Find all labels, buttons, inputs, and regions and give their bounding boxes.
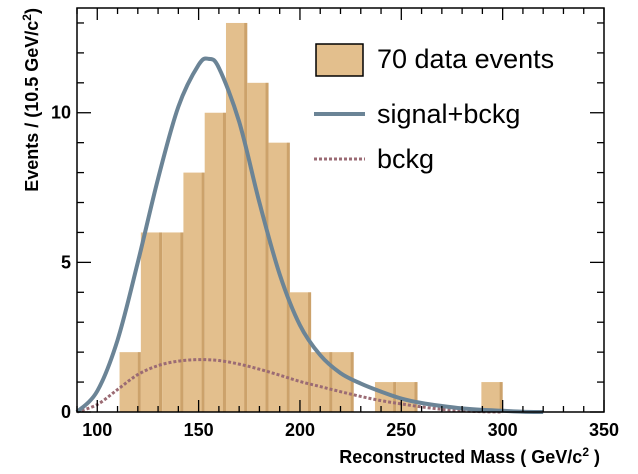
legend-label-signal: signal+bckg: [377, 99, 520, 129]
histogram-bar: [141, 232, 162, 412]
histogram-bar: [311, 352, 332, 412]
x-tick-label: 100: [82, 420, 112, 440]
histogram-bar-edge: [244, 23, 247, 412]
x-tick-label: 300: [488, 420, 518, 440]
histogram-bar: [205, 113, 226, 412]
histogram-bar-edge: [202, 173, 205, 412]
legend-label-bckg: bckg: [377, 144, 434, 174]
histogram-bar-edge: [223, 113, 226, 412]
histogram-bar: [183, 173, 204, 412]
y-axis-title: Events / (10.5 GeV/c2): [20, 8, 42, 192]
x-tick-label: 250: [386, 420, 416, 440]
histogram-bar: [481, 382, 502, 412]
histogram-bar: [247, 83, 268, 412]
histogram-bar: [226, 23, 247, 412]
x-tick-label: 200: [285, 420, 315, 440]
histogram-bar: [162, 232, 183, 412]
histogram-bar-edge: [415, 382, 418, 412]
histogram-bar-edge: [287, 143, 290, 412]
histogram-bar-edge: [180, 232, 183, 412]
y-tick-label: 5: [61, 252, 71, 272]
legend-swatch-data: [316, 44, 363, 76]
x-axis-title: Reconstructed Mass ( GeV/c2 ): [339, 445, 600, 467]
x-tick-label: 350: [589, 420, 619, 440]
y-tick-label: 0: [61, 402, 71, 422]
histogram-bar-edge: [159, 232, 162, 412]
histogram-bar-edge: [266, 83, 269, 412]
histogram-bars: [120, 23, 503, 412]
histogram-bar: [332, 352, 353, 412]
histogram-bar-edge: [329, 352, 332, 412]
histogram-bar-edge: [138, 352, 141, 412]
histogram-bar-edge: [308, 292, 311, 412]
legend-label-data: 70 data events: [377, 44, 554, 74]
legend: 70 data events signal+bckg bckg: [314, 44, 554, 174]
y-tick-label: 10: [51, 103, 71, 123]
x-tick-label: 150: [184, 420, 214, 440]
histogram-bar: [120, 352, 141, 412]
